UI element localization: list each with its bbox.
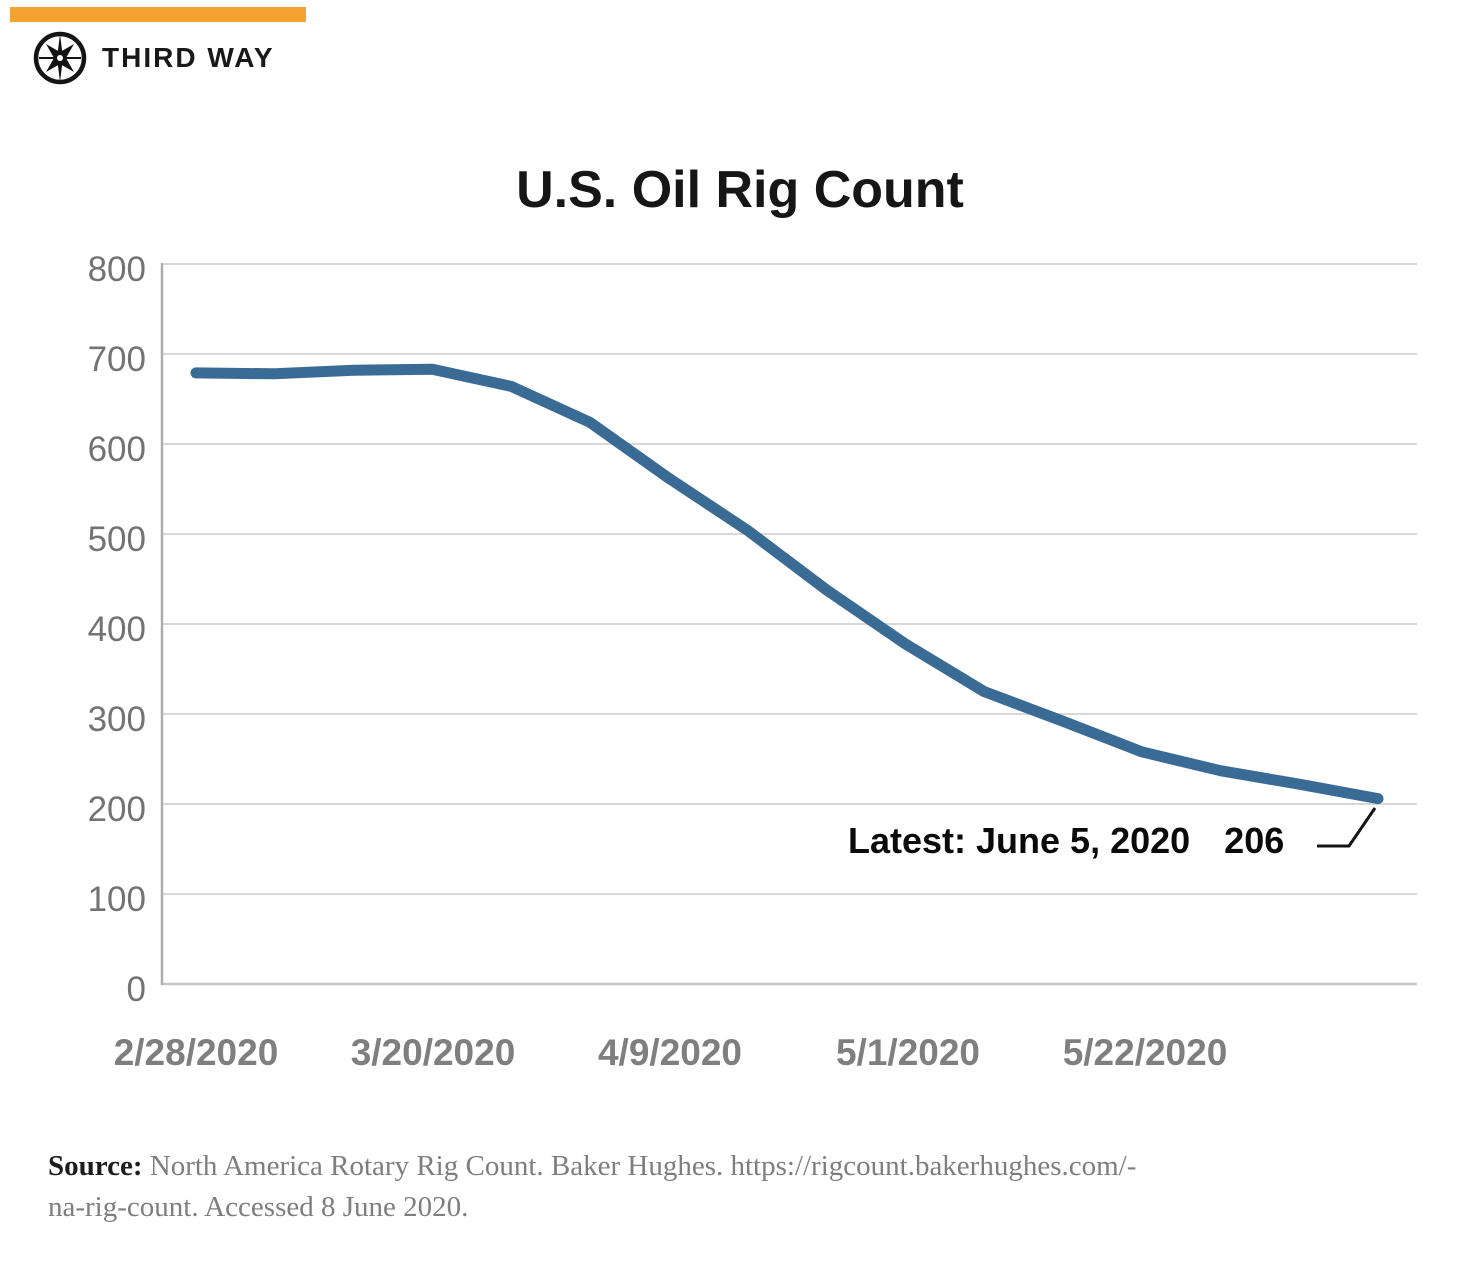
y-tick-label-200: 200	[88, 790, 146, 829]
y-tick-label-700: 700	[88, 340, 146, 379]
annotation-label: Latest: June 5, 2020	[848, 820, 1191, 861]
y-tick-label-400: 400	[88, 610, 146, 649]
x-tick-label-0: 2/28/2020	[114, 1032, 279, 1073]
latest-annotation: Latest: June 5, 2020 206	[848, 820, 1284, 862]
x-tick-label-2: 4/9/2020	[598, 1032, 742, 1073]
source-line-2: na-rig-count. Accessed 8 June 2020.	[48, 1187, 1368, 1228]
rig-count-line	[190, 363, 1384, 805]
x-tick-label-3: 5/1/2020	[836, 1032, 980, 1073]
annotation-value: 206	[1224, 820, 1285, 861]
y-tick-label-800: 800	[88, 250, 146, 289]
y-tick-label-100: 100	[88, 880, 146, 919]
source-text-1: North America Rotary Rig Count. Baker Hu…	[142, 1150, 1137, 1182]
brand-header: THIRD WAY	[32, 30, 275, 86]
source-label: Source:	[48, 1150, 143, 1182]
x-tick-label-1: 3/20/2020	[351, 1032, 516, 1073]
y-tick-label-0: 0	[127, 970, 146, 1009]
compass-icon	[33, 31, 87, 85]
chart-title: U.S. Oil Rig Count	[516, 161, 964, 219]
y-tick-label-600: 600	[88, 430, 146, 469]
source-citation: Source: North America Rotary Rig Count. …	[48, 1146, 1368, 1228]
brand-accent-bar	[10, 7, 306, 22]
brand-name: THIRD WAY	[102, 42, 275, 73]
annotation-leader-line	[1317, 807, 1377, 848]
x-tick-label-4: 5/22/2020	[1063, 1032, 1228, 1073]
source-text-2: na-rig-count. Accessed 8 June 2020.	[48, 1191, 469, 1223]
y-tick-label-500: 500	[88, 520, 146, 559]
source-line-1: Source: North America Rotary Rig Count. …	[48, 1146, 1368, 1187]
y-tick-label-300: 300	[88, 700, 146, 739]
